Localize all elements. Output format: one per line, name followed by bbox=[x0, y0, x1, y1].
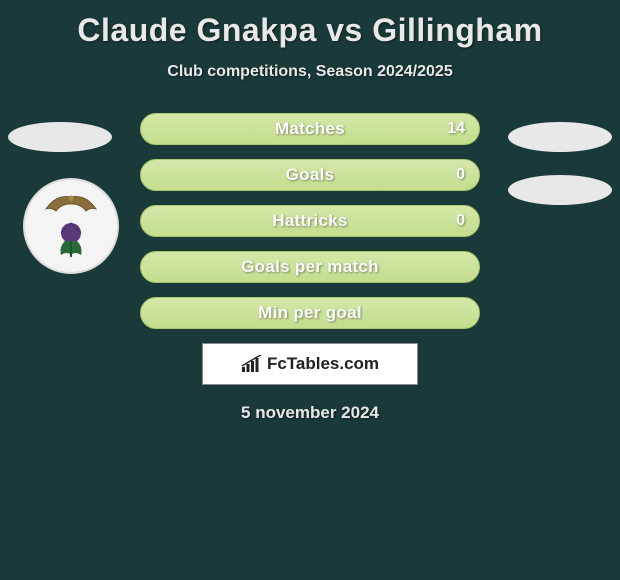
right-placeholder-ellipse-1 bbox=[508, 122, 612, 152]
brand-label: FcTables.com bbox=[267, 354, 379, 374]
stat-label: Matches bbox=[275, 119, 345, 139]
club-crest-badge bbox=[23, 178, 119, 274]
stat-value-right: 0 bbox=[456, 166, 465, 184]
stat-bar-goals-per-match: Goals per match bbox=[140, 251, 480, 283]
stat-label: Goals per match bbox=[241, 257, 379, 277]
stat-bar-goals: Goals 0 bbox=[140, 159, 480, 191]
subtitle: Club competitions, Season 2024/2025 bbox=[0, 63, 620, 81]
right-placeholder-ellipse-2 bbox=[508, 175, 612, 205]
stat-label: Min per goal bbox=[258, 303, 362, 323]
thistle-icon bbox=[49, 219, 93, 263]
stat-label: Goals bbox=[286, 165, 335, 185]
brand-attribution: FcTables.com bbox=[202, 343, 418, 385]
eagle-icon bbox=[41, 189, 101, 219]
left-placeholder-ellipse bbox=[8, 122, 112, 152]
stats-bars: Matches 14 Goals 0 Hattricks 0 Goals per… bbox=[140, 113, 480, 329]
stat-bar-hattricks: Hattricks 0 bbox=[140, 205, 480, 237]
page-title: Claude Gnakpa vs Gillingham bbox=[0, 0, 620, 49]
stat-label: Hattricks bbox=[272, 211, 347, 231]
generated-date: 5 november 2024 bbox=[0, 403, 620, 423]
stat-bar-min-per-goal: Min per goal bbox=[140, 297, 480, 329]
stat-bar-matches: Matches 14 bbox=[140, 113, 480, 145]
brand-text: FcTables.com bbox=[241, 354, 379, 374]
stat-value-right: 0 bbox=[456, 212, 465, 230]
stat-value-right: 14 bbox=[447, 120, 465, 138]
bar-chart-icon bbox=[241, 355, 263, 373]
